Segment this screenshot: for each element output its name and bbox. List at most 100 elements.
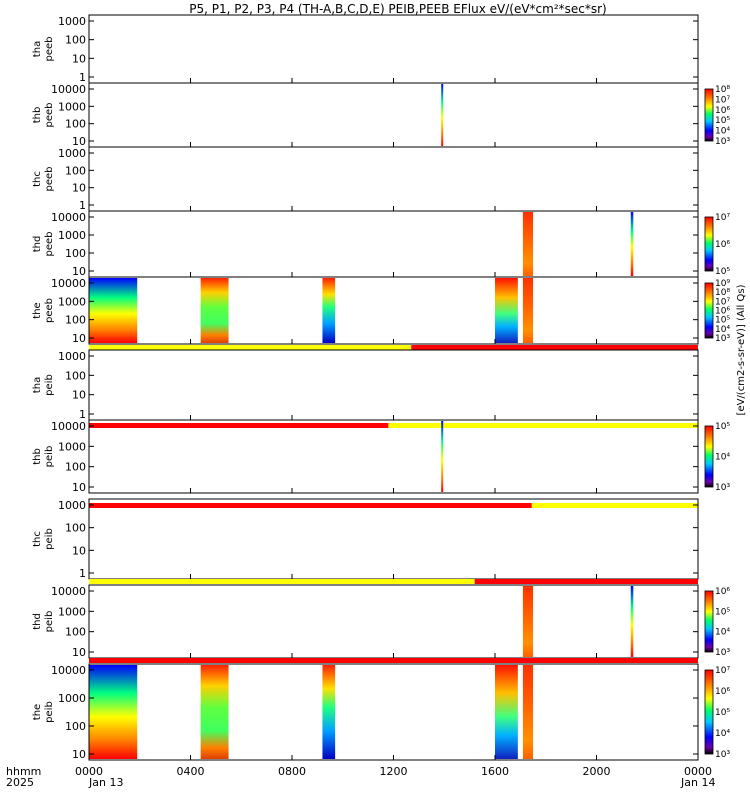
spectrum-interval-3 xyxy=(495,665,518,759)
time-axis: hhmm 2025 0000 0400 0800 1200 1600 2000 0000 J… xyxy=(6,78,715,789)
y-tick-label: 10000 xyxy=(51,420,86,433)
colorbar-tick-label: 10³ xyxy=(715,483,730,493)
y-tick-label: 10 xyxy=(72,481,86,494)
y-tick-label: 10000 xyxy=(51,664,86,677)
colorbar-tick-label: 10⁵ xyxy=(715,316,730,326)
y-tick-label: 1 xyxy=(79,567,86,580)
panel-frame xyxy=(88,82,699,148)
colorbar-tick-label: 10⁴ xyxy=(715,325,730,335)
colorbar xyxy=(704,669,714,755)
colorbar-tick-label: 10⁵ xyxy=(715,607,730,617)
spectrum-interval-0 xyxy=(522,212,534,276)
spectrum-interval-0 xyxy=(522,586,534,657)
panel-thc-peeb: 1000 100 10 1 thc peeb xyxy=(32,146,699,212)
panel-frame xyxy=(88,419,699,494)
colorbar-tick-label: 10⁶ xyxy=(715,307,730,317)
panel-ylabel-line: peib xyxy=(44,611,55,633)
time-tick-label: 1600 xyxy=(481,765,509,778)
panel-frame xyxy=(88,210,699,278)
colorbar-tick-label: 10⁵ xyxy=(715,708,730,718)
date-label-left: Jan 13 xyxy=(88,776,123,789)
y-tick-label: 100 xyxy=(65,247,86,260)
time-tick-label: 0000 xyxy=(75,765,103,778)
y-tick-label: 100 xyxy=(65,164,86,177)
colorbar-axis-label: [eV/(cm2-s-sr-eV)] (All Qs) xyxy=(736,284,747,415)
spectrum-interval-2 xyxy=(322,278,336,343)
flag-bar-segment-1 xyxy=(474,579,698,584)
y-tick-label: 100 xyxy=(65,369,86,382)
y-tick-label: 1000 xyxy=(58,605,86,618)
panel-ylabel-line: thb xyxy=(32,448,43,465)
panel-ylabel-line: thd xyxy=(32,236,43,253)
panel-ylabel-line: the xyxy=(32,302,43,318)
y-tick-label: 10 xyxy=(72,389,86,402)
spectrum-interval-0 xyxy=(441,84,444,146)
y-tick-label: 100 xyxy=(65,720,86,733)
y-tick-label: 1000 xyxy=(58,350,86,363)
panel-ylabel-line: tha xyxy=(32,377,43,393)
panel-ylabel-line: thb xyxy=(32,107,43,124)
panel-ylabel-line: peeb xyxy=(44,37,55,62)
colorbar-tick-label: 10⁶ xyxy=(715,687,730,697)
panel-ylabel-line: peib xyxy=(44,701,55,723)
y-tick-label: 10000 xyxy=(51,585,86,598)
colorbar-tick-label: 10⁸ xyxy=(715,85,730,95)
y-tick-label: 1000 xyxy=(58,229,86,242)
panel-the-peeb: 10000 1000 100 10 the peeb 10⁹10⁸10⁷10⁶10⁵10⁴1… xyxy=(32,276,730,345)
colorbar xyxy=(704,282,714,339)
y-tick-label: 1000 xyxy=(58,100,86,113)
panel-thc-peib: 1000 100 10 1 thc peib xyxy=(32,498,699,580)
y-tick-label: 10 xyxy=(72,332,86,345)
y-tick-label: 10000 xyxy=(51,211,86,224)
spectrum-interval-1 xyxy=(200,278,229,343)
spectrum-interval-1 xyxy=(200,665,229,759)
spectrum-interval-3 xyxy=(495,278,518,343)
flag-bar-segment-1 xyxy=(388,423,698,428)
colorbar xyxy=(704,216,714,272)
y-tick-label: 100 xyxy=(65,34,86,47)
y-tick-label: 1 xyxy=(79,408,86,421)
y-tick-label: 1000 xyxy=(58,499,86,512)
y-tick-label: 1000 xyxy=(58,15,86,28)
spectrum-interval-1 xyxy=(630,212,634,276)
colorbar-tick-label: 10⁴ xyxy=(715,729,730,739)
panel-the-peib: 10000 1000 100 10 the peib 10⁷ 10⁶ 10⁵ 10⁴ 10³ xyxy=(32,658,730,761)
y-tick-label: 100 xyxy=(65,626,86,639)
y-tick-label: 10 xyxy=(72,646,86,659)
y-tick-label: 1 xyxy=(79,71,86,84)
panel-frame xyxy=(88,663,699,761)
y-tick-label: 10 xyxy=(72,544,86,557)
y-tick-label: 1000 xyxy=(58,147,86,160)
colorbar-tick-label: 10⁴ xyxy=(715,127,730,137)
time-axis-row-label-2: 2025 xyxy=(6,776,34,789)
y-tick-label: 10000 xyxy=(51,277,86,290)
panel-ylabel-line: thd xyxy=(32,613,43,630)
panel-frame xyxy=(88,276,699,345)
y-tick-label: 10000 xyxy=(51,83,86,96)
panel-ylabel-line: the xyxy=(32,704,43,720)
date-label-right: Jan 14 xyxy=(680,776,715,789)
panel-frame xyxy=(88,498,699,580)
flag-bar-segment-0 xyxy=(89,579,475,584)
y-tick-label: 100 xyxy=(65,314,86,327)
panel-frame xyxy=(88,146,699,212)
colorbar-tick-label: 10³ xyxy=(715,334,730,344)
time-tick-label: 0400 xyxy=(177,765,205,778)
colorbar-tick-label: 10⁶ xyxy=(715,587,730,597)
y-tick-label: 10 xyxy=(72,748,86,761)
colorbar-tick-label: 10⁴ xyxy=(715,628,730,638)
colorbar-tick-label: 10⁵ xyxy=(715,422,730,432)
colorbar-tick-label: 10⁷ xyxy=(715,95,730,105)
y-tick-label: 100 xyxy=(65,461,86,474)
time-tick-label: 2000 xyxy=(583,765,611,778)
time-tick-labels: 0000 0400 0800 1200 1600 2000 0000 xyxy=(75,78,712,778)
panel-ylabel-line: peeb xyxy=(44,232,55,257)
flag-bar-segment-0 xyxy=(89,503,532,508)
panel-frame xyxy=(88,584,699,659)
flag-bar-segment-1 xyxy=(411,345,698,350)
colorbar-tick-label: 10⁸ xyxy=(715,288,730,298)
colorbar-tick-label: 10³ xyxy=(715,648,730,658)
flag-bar-segment-0 xyxy=(89,423,389,428)
